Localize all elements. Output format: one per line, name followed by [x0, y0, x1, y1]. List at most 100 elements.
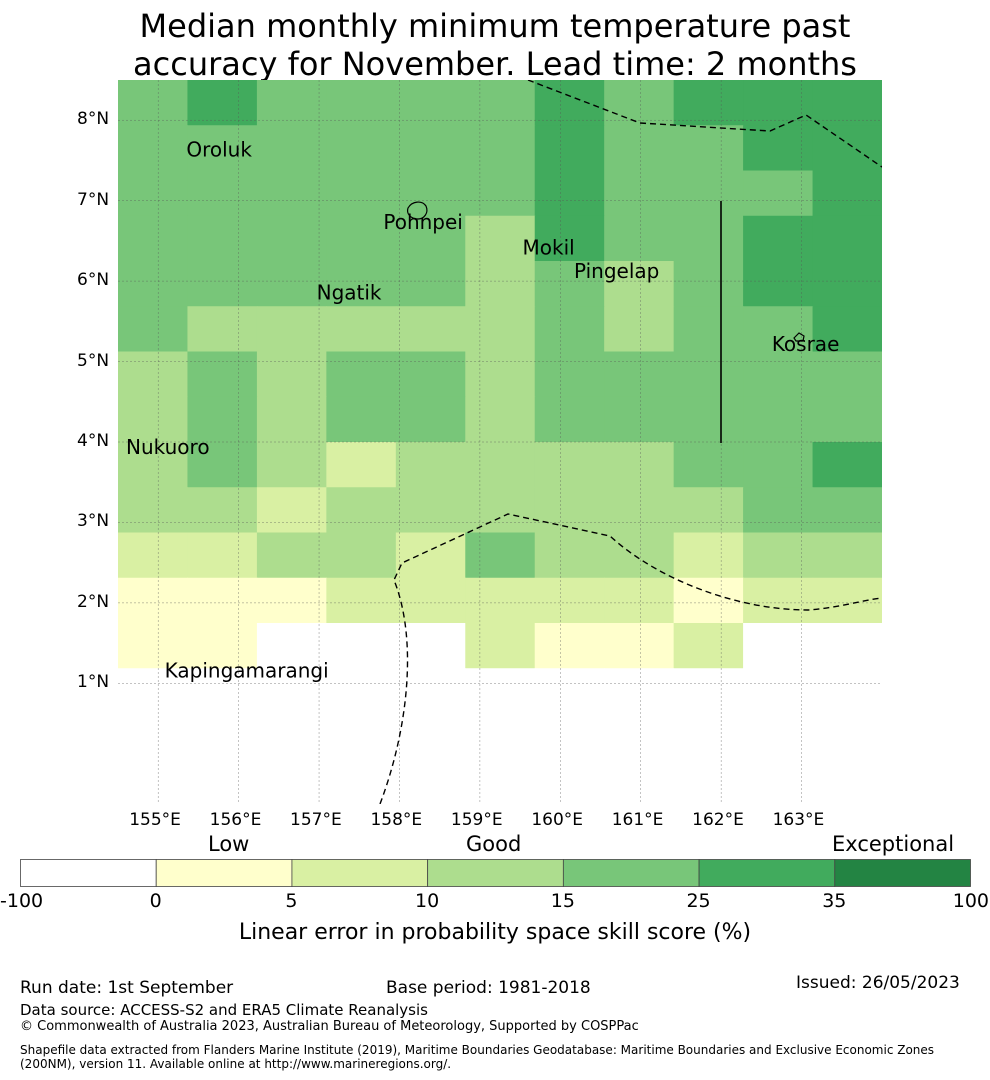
skill-cell [395, 261, 466, 307]
longitude-tick-label: 157°E [290, 810, 342, 830]
latitude-tick-label: 7°N [77, 189, 110, 210]
skill-cell [465, 623, 536, 669]
skill-cell [326, 713, 397, 760]
skill-cell [673, 487, 744, 534]
skill-cell [187, 532, 258, 579]
skill-cell [673, 758, 744, 804]
skill-cell [395, 442, 466, 488]
skill-cell [673, 125, 744, 172]
skill-cell [534, 351, 605, 398]
island-label: Pohnpei [383, 210, 463, 234]
skill-cell [743, 668, 814, 715]
skill-cell [534, 442, 605, 488]
eez-boundary-north [527, 80, 882, 168]
colorbar-header-good: Good [466, 832, 522, 856]
skill-cell [534, 713, 605, 760]
longitude-tick-label: 161°E [611, 810, 664, 830]
skill-cell [326, 306, 397, 353]
skill-cell [256, 261, 327, 307]
skill-cell [812, 215, 882, 262]
skill-cell [118, 170, 189, 217]
skill-cell [187, 668, 258, 715]
skill-cell [187, 577, 258, 624]
skill-cell [812, 261, 882, 307]
skill-cell [256, 532, 327, 579]
skill-cell [743, 713, 814, 760]
skill-cell [326, 80, 397, 126]
skill-cell [673, 623, 744, 669]
skill-cell [465, 306, 536, 353]
skill-cell [743, 442, 814, 488]
skill-cell [326, 442, 397, 488]
island-label: Nukuoro [126, 435, 210, 459]
skill-cell [743, 396, 814, 443]
skill-cell [743, 532, 814, 579]
skill-cell [604, 713, 675, 760]
skill-cell [395, 668, 466, 715]
skill-cell [118, 80, 189, 126]
skill-cell [118, 487, 189, 534]
skill-cell [743, 758, 814, 804]
skill-cell [812, 668, 882, 715]
island-label: Ngatik [317, 281, 382, 305]
colorbar-segment [698, 859, 836, 887]
skill-cell [256, 713, 327, 760]
base-period: Base period: 1981-2018 [386, 978, 591, 998]
colorbar-label: Linear error in probability space skill … [238, 920, 752, 945]
colorbar-tick-label: 25 [686, 890, 711, 912]
skill-cell [465, 170, 536, 217]
skill-cell [812, 532, 882, 579]
skill-cell [604, 623, 675, 669]
skill-cell [812, 623, 882, 669]
skill-cell [604, 577, 675, 624]
skill-cell [187, 351, 258, 398]
skill-cell [395, 758, 466, 804]
skill-cell [673, 532, 744, 579]
skill-cell [465, 532, 536, 579]
skill-cell [604, 487, 675, 534]
skill-cell [743, 125, 814, 172]
colorbar-tick-label: 0 [149, 890, 162, 912]
skill-cell [187, 125, 258, 172]
skill-cell [187, 487, 258, 534]
skill-cell [326, 487, 397, 534]
skill-cell [604, 261, 675, 307]
skill-cell [465, 577, 536, 624]
skill-cell [118, 125, 189, 172]
skill-cell [187, 306, 258, 353]
skill-cell [534, 487, 605, 534]
skill-cell [187, 80, 258, 126]
skill-cell [743, 80, 814, 126]
skill-cell [256, 306, 327, 353]
skill-cell [326, 125, 397, 172]
skill-cell [395, 623, 466, 669]
skill-cell [743, 170, 814, 217]
skill-cell [812, 577, 882, 624]
skill-cell [395, 80, 466, 126]
pohnpei-outline [406, 201, 428, 220]
skill-cell [673, 351, 744, 398]
colorbar-tick-label: 100 [952, 890, 989, 912]
skill-cell [465, 80, 536, 126]
colorbar-segment [834, 859, 971, 887]
skill-cell [812, 487, 882, 534]
skill-cell [395, 532, 466, 579]
skill-cell [673, 306, 744, 353]
skill-cell [604, 351, 675, 398]
skill-cell [604, 215, 675, 262]
latitude-tick-label: 8°N [77, 109, 110, 130]
skill-cell [256, 351, 327, 398]
shapefile-credit-line2: (200NM), version 11. Available online at… [20, 1057, 452, 1071]
skill-cell [604, 442, 675, 488]
skill-cell [256, 170, 327, 217]
skill-cell [256, 125, 327, 172]
skill-cell [812, 125, 882, 172]
longitude-tick-label: 162°E [692, 810, 744, 830]
skill-cell [256, 215, 327, 262]
skill-cell [812, 80, 882, 126]
skill-cell [743, 215, 814, 262]
skill-cell [256, 396, 327, 443]
skill-cell [604, 532, 675, 579]
skill-cell [326, 623, 397, 669]
